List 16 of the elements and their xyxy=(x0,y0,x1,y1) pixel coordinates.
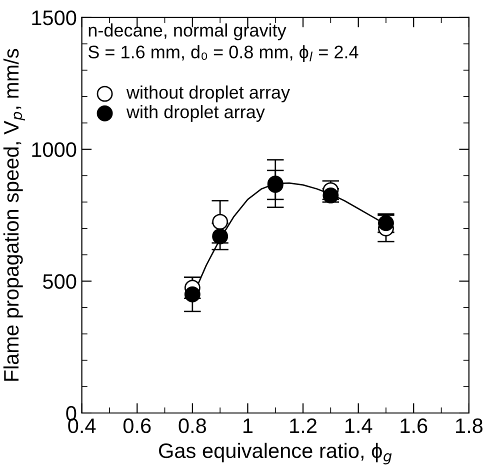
y-tick-label: 1500 xyxy=(32,10,76,26)
x-tick-label: 0.8 xyxy=(178,418,206,434)
x-axis-title: Gas equivalence ratio, ϕ$_{g}$ xyxy=(159,442,392,464)
x-tick-label: 1 xyxy=(244,418,253,433)
y-axis-title: Flame propagation speed, V$_{p}$, mm/s xyxy=(3,48,25,381)
legend-label: with droplet array xyxy=(126,105,265,122)
x-tick-label: 1.2 xyxy=(290,418,316,433)
y-tick-label: 500 xyxy=(43,274,76,289)
x-tick-label: 1.4 xyxy=(345,418,372,433)
annotation: S = 1.6 mm, d₀ = 0.8 mm, ϕ$_{l}$ = 2.4 xyxy=(88,45,358,62)
x-tick-label: 1.6 xyxy=(400,418,428,434)
annotation: n-decane, normal gravity xyxy=(88,23,286,40)
x-tick-label: 0.6 xyxy=(123,418,151,434)
y-tick-label: 1000 xyxy=(32,142,76,158)
x-tick-label: 1.8 xyxy=(456,418,483,434)
legend-label: without droplet array xyxy=(126,85,290,102)
